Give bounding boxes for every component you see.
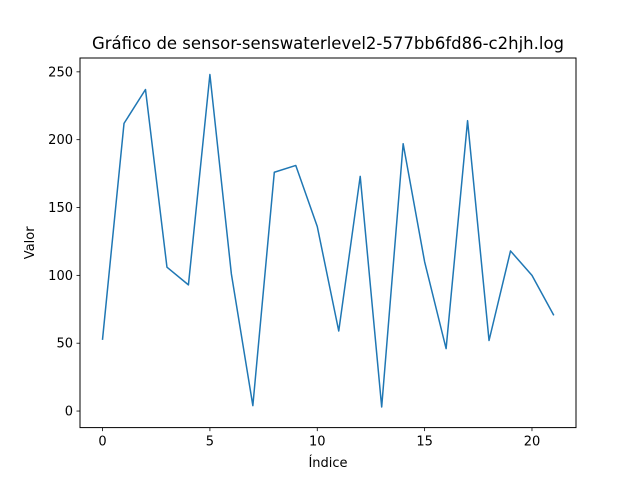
x-axis: 0 5 10 15 20 [98, 427, 541, 450]
x-tick-label: 10 [309, 435, 326, 450]
x-axis-label: Índice [308, 455, 347, 471]
y-tick-label: 100 [48, 269, 73, 284]
plot-area [101, 73, 555, 408]
plot-frame [79, 57, 577, 429]
y-tick-label: 0 [65, 405, 73, 420]
x-tick-label: 20 [524, 435, 541, 450]
x-tick-label: 5 [206, 435, 214, 450]
x-tick-label: 15 [416, 435, 433, 450]
x-tick-label: 0 [98, 435, 106, 450]
y-tick-label: 250 [48, 65, 73, 80]
y-axis: 0 50 100 150 200 250 [48, 65, 80, 420]
series-line [101, 73, 555, 408]
y-tick-label: 150 [48, 201, 73, 216]
y-tick-label: 200 [48, 133, 73, 148]
chart-title: Gráfico de sensor-senswaterlevel2-577bb6… [92, 34, 564, 53]
y-tick-label: 50 [56, 337, 73, 352]
y-axis-label: Valor [23, 226, 38, 259]
